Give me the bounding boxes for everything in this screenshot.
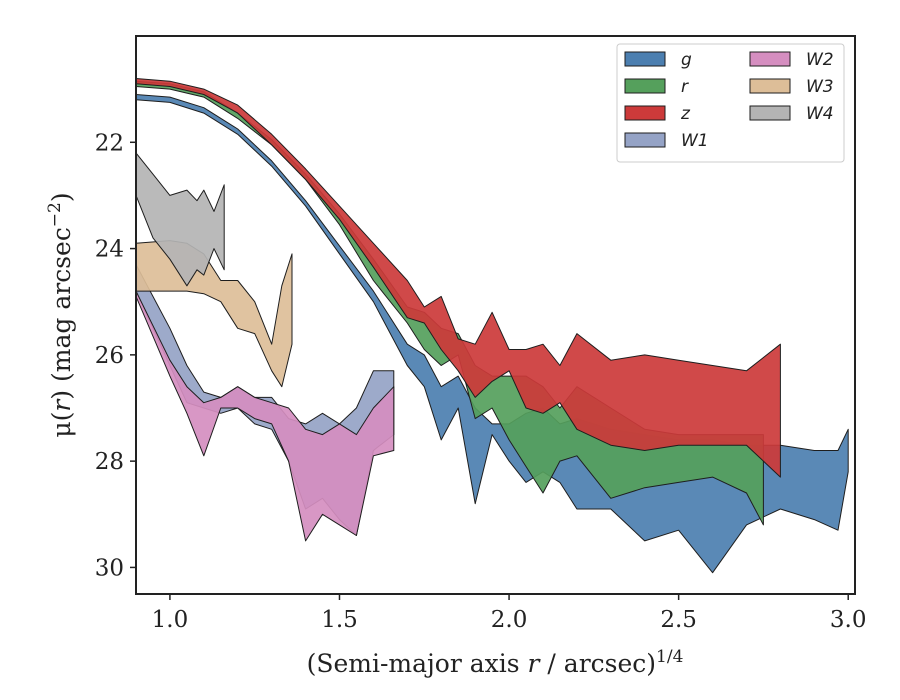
y-tick-label: 24 — [95, 237, 124, 263]
x-axis-label: (Semi-major axis r / arcsec)1/4 — [307, 647, 684, 678]
x-tick-label: 2.0 — [491, 607, 528, 633]
x-tick-label: 1.0 — [152, 607, 189, 633]
y-axis-label: μ(r) (mag arcsec−2) — [45, 192, 76, 437]
legend-label-r: r — [681, 77, 689, 97]
legend-label-w4: W4 — [806, 104, 834, 124]
legend: grz W1 W2 W3 W4 — [616, 43, 845, 163]
band-z — [136, 78, 781, 478]
legend-swatch-w2 — [749, 51, 791, 67]
y-tick-label: 22 — [95, 130, 124, 156]
band-w2 — [136, 290, 395, 542]
band-layer — [136, 78, 849, 574]
legend-label-w2: W2 — [806, 50, 834, 70]
legend-label-w3: W3 — [806, 77, 834, 97]
legend-swatch-w4 — [749, 105, 791, 121]
legend-swatch-g — [624, 51, 666, 67]
x-tick-label: 3.0 — [830, 607, 867, 633]
band-w4 — [136, 152, 225, 287]
legend-box — [616, 43, 845, 163]
y-tick-label: 28 — [95, 449, 124, 475]
x-axis-ticks: 1.0 1.5 2.0 2.5 3.0 — [152, 594, 867, 633]
legend-swatch-z — [624, 105, 666, 121]
band-w3 — [136, 240, 293, 388]
legend-label-w1: W1 — [681, 131, 709, 151]
y-tick-label: 26 — [95, 343, 124, 369]
x-tick-label: 1.5 — [321, 607, 358, 633]
y-tick-label: 30 — [95, 555, 124, 581]
legend-swatch-w1 — [624, 132, 666, 148]
legend-label-g: g — [681, 50, 692, 70]
legend-label-z: z — [680, 104, 691, 124]
y-axis-ticks: 22 24 26 28 30 — [95, 130, 136, 581]
x-tick-label: 2.5 — [660, 607, 697, 633]
legend-swatch-w3 — [749, 78, 791, 94]
legend-swatch-r — [624, 78, 666, 94]
plot-frame — [135, 35, 856, 595]
